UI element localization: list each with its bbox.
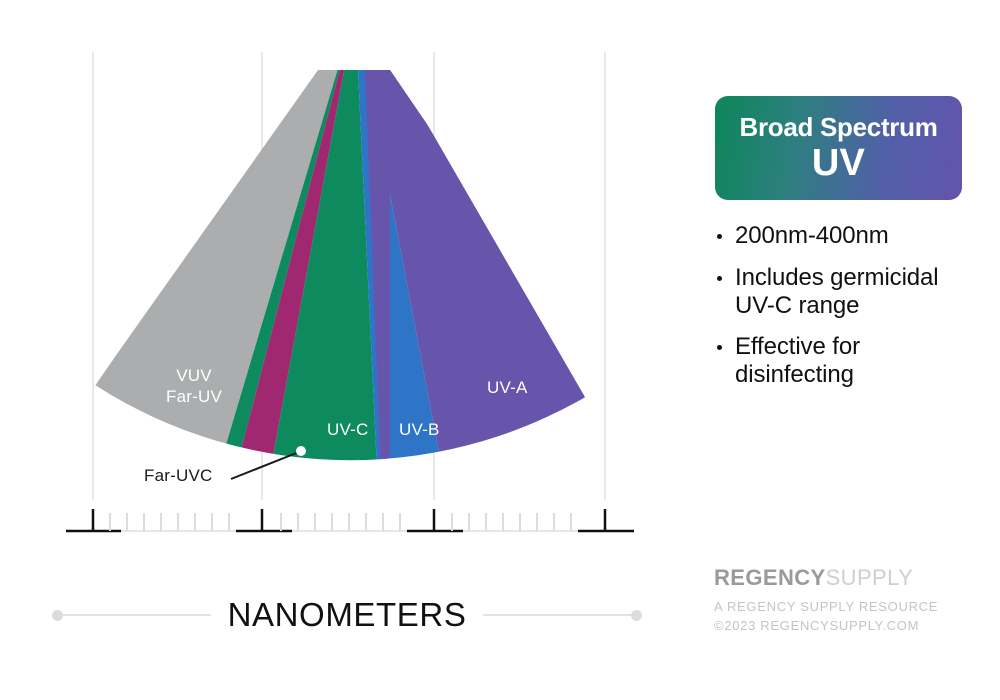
bullet-item-range: 200nm-400nm: [714, 222, 984, 250]
axis-title-dot-right: [631, 609, 643, 621]
band-uv-a-fill: [364, 70, 605, 461]
callout-label-far-uvc: Far-UVC: [144, 466, 213, 485]
feature-bullet-list: 200nm-400nm Includes germicidal UV-C ran…: [714, 222, 984, 403]
axis-title-dot-left: [52, 609, 63, 621]
spectrum-chart: VUV Far-UV UV-C UV-B UV-A Far-UVC: [0, 52, 680, 638]
info-panel: Broad Spectrum UV 200nm-400nm Includes g…: [710, 0, 1000, 700]
badge-title-line1: Broad Spectrum: [739, 111, 938, 142]
badge-title-line2: UV: [811, 141, 866, 184]
far-uvc-callout: [230, 446, 306, 480]
wedge-bands: [95, 70, 605, 461]
broad-spectrum-badge: Broad Spectrum UV: [715, 96, 962, 200]
axis-title-text: NANOMETERS: [227, 596, 467, 633]
axis-title-bar: NANOMETERS: [52, 592, 643, 638]
spectrum-fan-svg: [92, 52, 606, 500]
band-vuv-far-uv: [95, 70, 341, 461]
axis-title-rule-right: [483, 614, 632, 616]
band-faruvc-leadin: [150, 70, 343, 461]
brand-logo-supply: SUPPLY: [825, 565, 914, 590]
band-far-uvc: [176, 70, 346, 461]
brand-logo: REGENCYSUPPLY: [714, 565, 994, 591]
brand-footer: REGENCYSUPPLY A REGENCY SUPPLY RESOURCE …: [714, 565, 994, 636]
axis-ruler: 100 200 300 400: [0, 505, 680, 585]
bullet-item-germicidal: Includes germicidal UV-C range: [714, 264, 984, 320]
brand-logo-regency: REGENCY: [714, 565, 826, 590]
axis-title-rule-left: [63, 614, 211, 616]
brand-resource-line: A REGENCY SUPPLY RESOURCE: [714, 599, 939, 614]
axis-ruler-svg: [66, 509, 634, 533]
band-uv-c: [228, 70, 388, 461]
brand-copyright-line: ©2023 REGENCYSUPPLY.COM: [714, 617, 920, 633]
bullet-item-disinfecting: Effective for disinfecting: [714, 333, 984, 389]
